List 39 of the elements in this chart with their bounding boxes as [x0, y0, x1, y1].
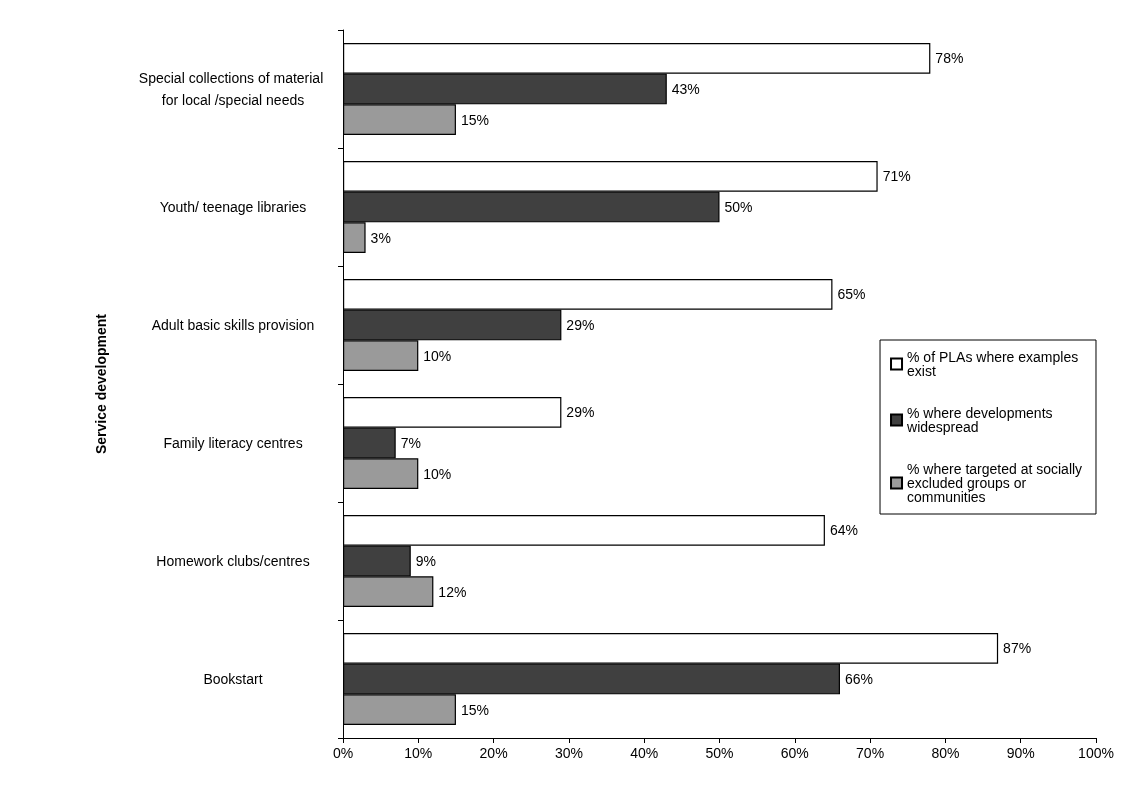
y-tick-label: Bookstart: [203, 671, 263, 687]
y-tick-label: Adult basic skills provision: [151, 317, 315, 333]
data-label: 43%: [671, 81, 700, 97]
legend-label: % where developments widespread: [906, 405, 1057, 435]
x-tick-label: 80%: [931, 745, 960, 761]
data-label: 65%: [837, 286, 866, 303]
data-label: 87%: [1003, 640, 1032, 657]
data-label: 29%: [566, 317, 595, 333]
y-tick-label: Family literacy centres: [163, 435, 303, 451]
data-label: 66%: [844, 671, 874, 687]
x-tick-label: 70%: [856, 745, 885, 761]
x-tick-label: 90%: [1006, 745, 1035, 761]
x-tick-label: 10%: [404, 745, 433, 761]
y-tick-label: Special collections of material for local /special needs: [138, 70, 328, 108]
x-tick-label: 20%: [479, 745, 508, 761]
y-tick-label: Youth/ teenage libraries: [159, 199, 307, 215]
data-label: 10%: [423, 347, 452, 364]
x-tick-label: 30%: [554, 745, 583, 761]
x-tick-label: 40%: [630, 745, 659, 761]
y-tick-label: Homework clubs/centres: [156, 553, 310, 569]
x-tick-label: 0%: [332, 745, 354, 761]
data-label: 9%: [415, 553, 436, 569]
data-label: 7%: [400, 435, 421, 451]
data-label: 50%: [724, 199, 753, 215]
data-label: 10%: [423, 465, 452, 482]
y-axis-title: Service development: [93, 313, 109, 455]
x-tick-label: 100%: [1078, 745, 1114, 761]
x-tick-label: 50%: [705, 745, 734, 761]
legend-label: % where targeted at socially excluded groups or communities: [907, 461, 1087, 505]
data-label: 15%: [460, 701, 489, 718]
data-label: 12%: [438, 583, 467, 600]
x-tick-label: 60%: [780, 745, 809, 761]
data-label: 15%: [460, 111, 489, 128]
data-label: 64%: [829, 522, 858, 539]
data-label: 78%: [935, 50, 964, 67]
data-label: 29%: [566, 404, 595, 421]
data-label: 71%: [882, 168, 911, 185]
legend-label: % of PLAs where examples exist: [907, 349, 1083, 379]
data-label: 3%: [370, 229, 391, 246]
